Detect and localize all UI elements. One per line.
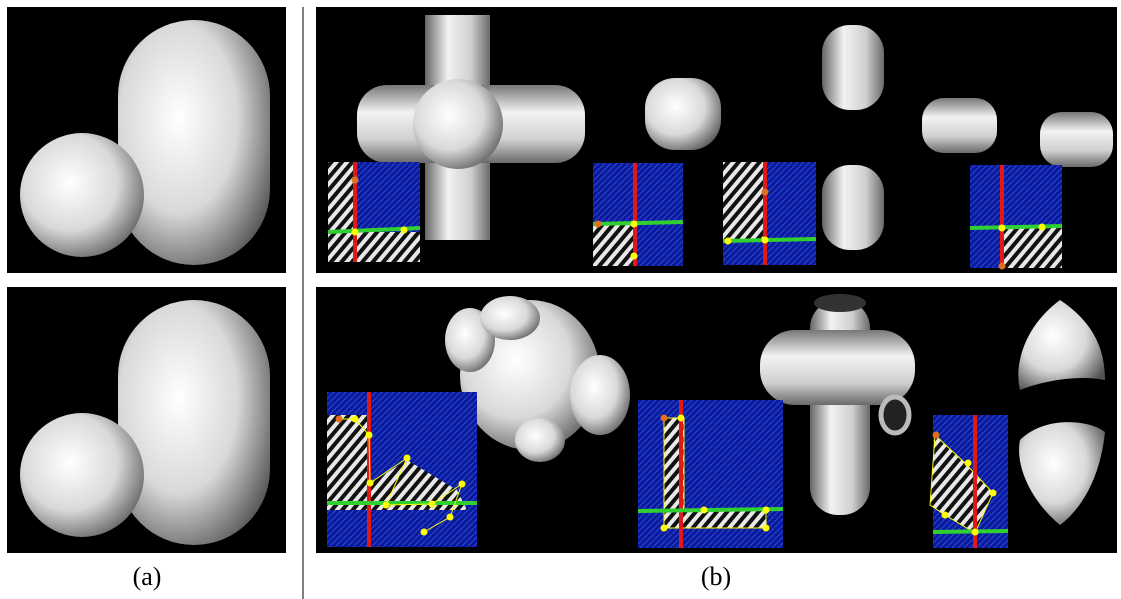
inset-mark: [661, 525, 668, 532]
inset-mark: [999, 225, 1006, 232]
inset: [970, 165, 1062, 270]
inset-mark: [593, 224, 633, 266]
inset-mark: [593, 222, 683, 224]
inset-mark: [404, 455, 411, 462]
inset-mark: [429, 501, 436, 508]
shape: [822, 25, 884, 110]
panel-b-bottom: [316, 287, 1117, 553]
panel-b-top: [316, 7, 1117, 273]
inset-mark: [366, 432, 373, 439]
page: (a) (b) (() => { const data = JSON.parse…: [0, 0, 1121, 599]
inset-mark: [1002, 228, 1062, 268]
inset-mark: [352, 416, 359, 423]
blob: [20, 133, 144, 257]
inset-mark: [763, 525, 770, 532]
panel-label: (b): [701, 562, 731, 591]
inset-mark: [972, 529, 979, 536]
inset-mark: [631, 221, 638, 228]
inset-mark: [970, 226, 1062, 228]
figure: (a) (b): [0, 0, 1121, 599]
inset-mark: [763, 507, 770, 514]
shape: [645, 78, 721, 150]
inset-mark: [762, 189, 769, 196]
inset-mark: [352, 229, 359, 236]
inset-mark: [638, 509, 783, 511]
inset-mark: [401, 227, 408, 234]
inset-mark: [933, 531, 1008, 532]
hole: [814, 294, 866, 312]
inset-mark: [762, 237, 769, 244]
shape: [413, 79, 503, 169]
panel-a: [7, 7, 286, 553]
inset-mark: [447, 514, 454, 521]
inset-mark: [352, 177, 359, 184]
inset-mark: [631, 253, 638, 260]
shape: [480, 296, 540, 340]
inset-mark: [1039, 224, 1046, 231]
blob: [118, 20, 270, 265]
inset-mark: [933, 432, 940, 439]
inset-mark: [942, 512, 949, 519]
inset: [638, 400, 783, 548]
inset-mark: [990, 490, 997, 497]
inset-mark: [701, 507, 708, 514]
inset: [327, 392, 477, 547]
inset-mark: [367, 480, 374, 487]
inset: [328, 162, 420, 262]
inset-mark: [725, 238, 732, 245]
panel-label: (a): [133, 562, 162, 591]
hole: [881, 397, 909, 433]
inset: [593, 163, 683, 266]
inset: [930, 415, 1008, 548]
shape: [1040, 112, 1113, 167]
shape: [760, 330, 915, 405]
inset-mark: [383, 502, 390, 509]
blob: [20, 413, 144, 537]
inset: [723, 162, 816, 265]
inset-mark: [421, 529, 428, 536]
shape: [922, 98, 997, 153]
shape: [515, 418, 565, 462]
inset-mark: [723, 162, 765, 240]
inset-mark: [999, 263, 1006, 270]
blob: [118, 300, 270, 545]
shape: [570, 355, 630, 435]
inset-mark: [661, 415, 668, 422]
shape: [822, 165, 884, 250]
inset-mark: [595, 221, 602, 228]
inset-mark: [965, 460, 972, 467]
inset-mark: [459, 481, 466, 488]
inset-mark: [336, 416, 343, 423]
inset-mark: [723, 239, 816, 241]
inset-mark: [678, 415, 685, 422]
